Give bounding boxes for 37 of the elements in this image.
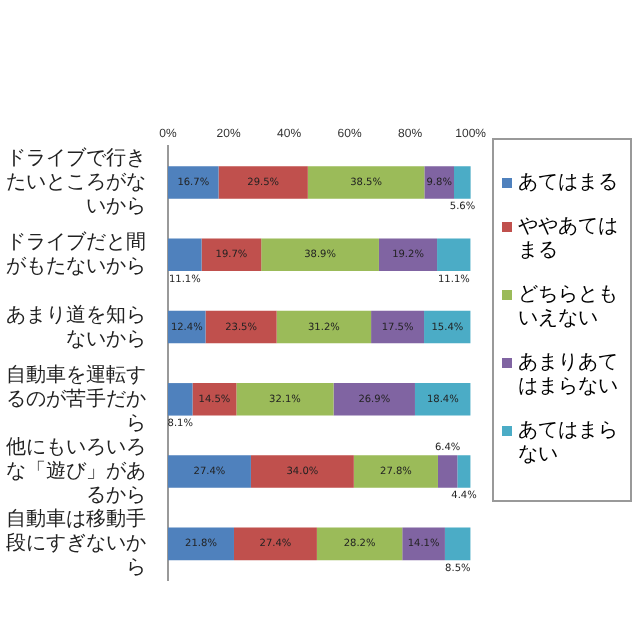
- bar: [205, 310, 277, 344]
- bar: [402, 527, 445, 561]
- bar: [201, 238, 262, 272]
- bar: [233, 527, 317, 561]
- legend-label: ややあてはまる: [518, 216, 620, 264]
- legend-label: あまりあてはまらない: [518, 352, 620, 400]
- bar: [236, 383, 334, 416]
- y-tick-label: 自動車は移動手段にすぎないから: [6, 507, 146, 580]
- y-tick-label: あまり道を知らないから: [6, 302, 146, 351]
- y-tick-label: 他にもいろいろな「遊び」があるから: [6, 435, 146, 508]
- legend-label: あてはまらない: [518, 420, 620, 468]
- bar: [454, 166, 471, 199]
- bar: [457, 455, 471, 488]
- bar: [307, 166, 425, 199]
- bar: [168, 166, 219, 199]
- bar: [333, 383, 415, 416]
- legend-label: あてはまる: [518, 172, 618, 196]
- bar: [261, 238, 379, 272]
- bar: [168, 238, 202, 272]
- bar: [250, 455, 354, 488]
- y-tick-label: ドライブで行きたいところがないから: [6, 146, 146, 219]
- bar: [414, 383, 471, 416]
- bar: [218, 166, 308, 199]
- bar: [168, 383, 193, 416]
- bar: [316, 527, 403, 561]
- y-tick-label: 自動車を運転するのが苦手だから: [6, 362, 146, 435]
- bar: [168, 455, 251, 488]
- y-tick-label: ドライブだと間がもたないから: [6, 230, 146, 279]
- bar: [437, 238, 471, 272]
- bar: [168, 527, 234, 561]
- bar: [444, 527, 471, 561]
- bar: [378, 238, 438, 272]
- bar: [276, 310, 372, 344]
- legend-label: どちらともいえない: [518, 284, 620, 332]
- bar: [353, 455, 438, 488]
- bar: [371, 310, 425, 344]
- bar: [437, 455, 458, 488]
